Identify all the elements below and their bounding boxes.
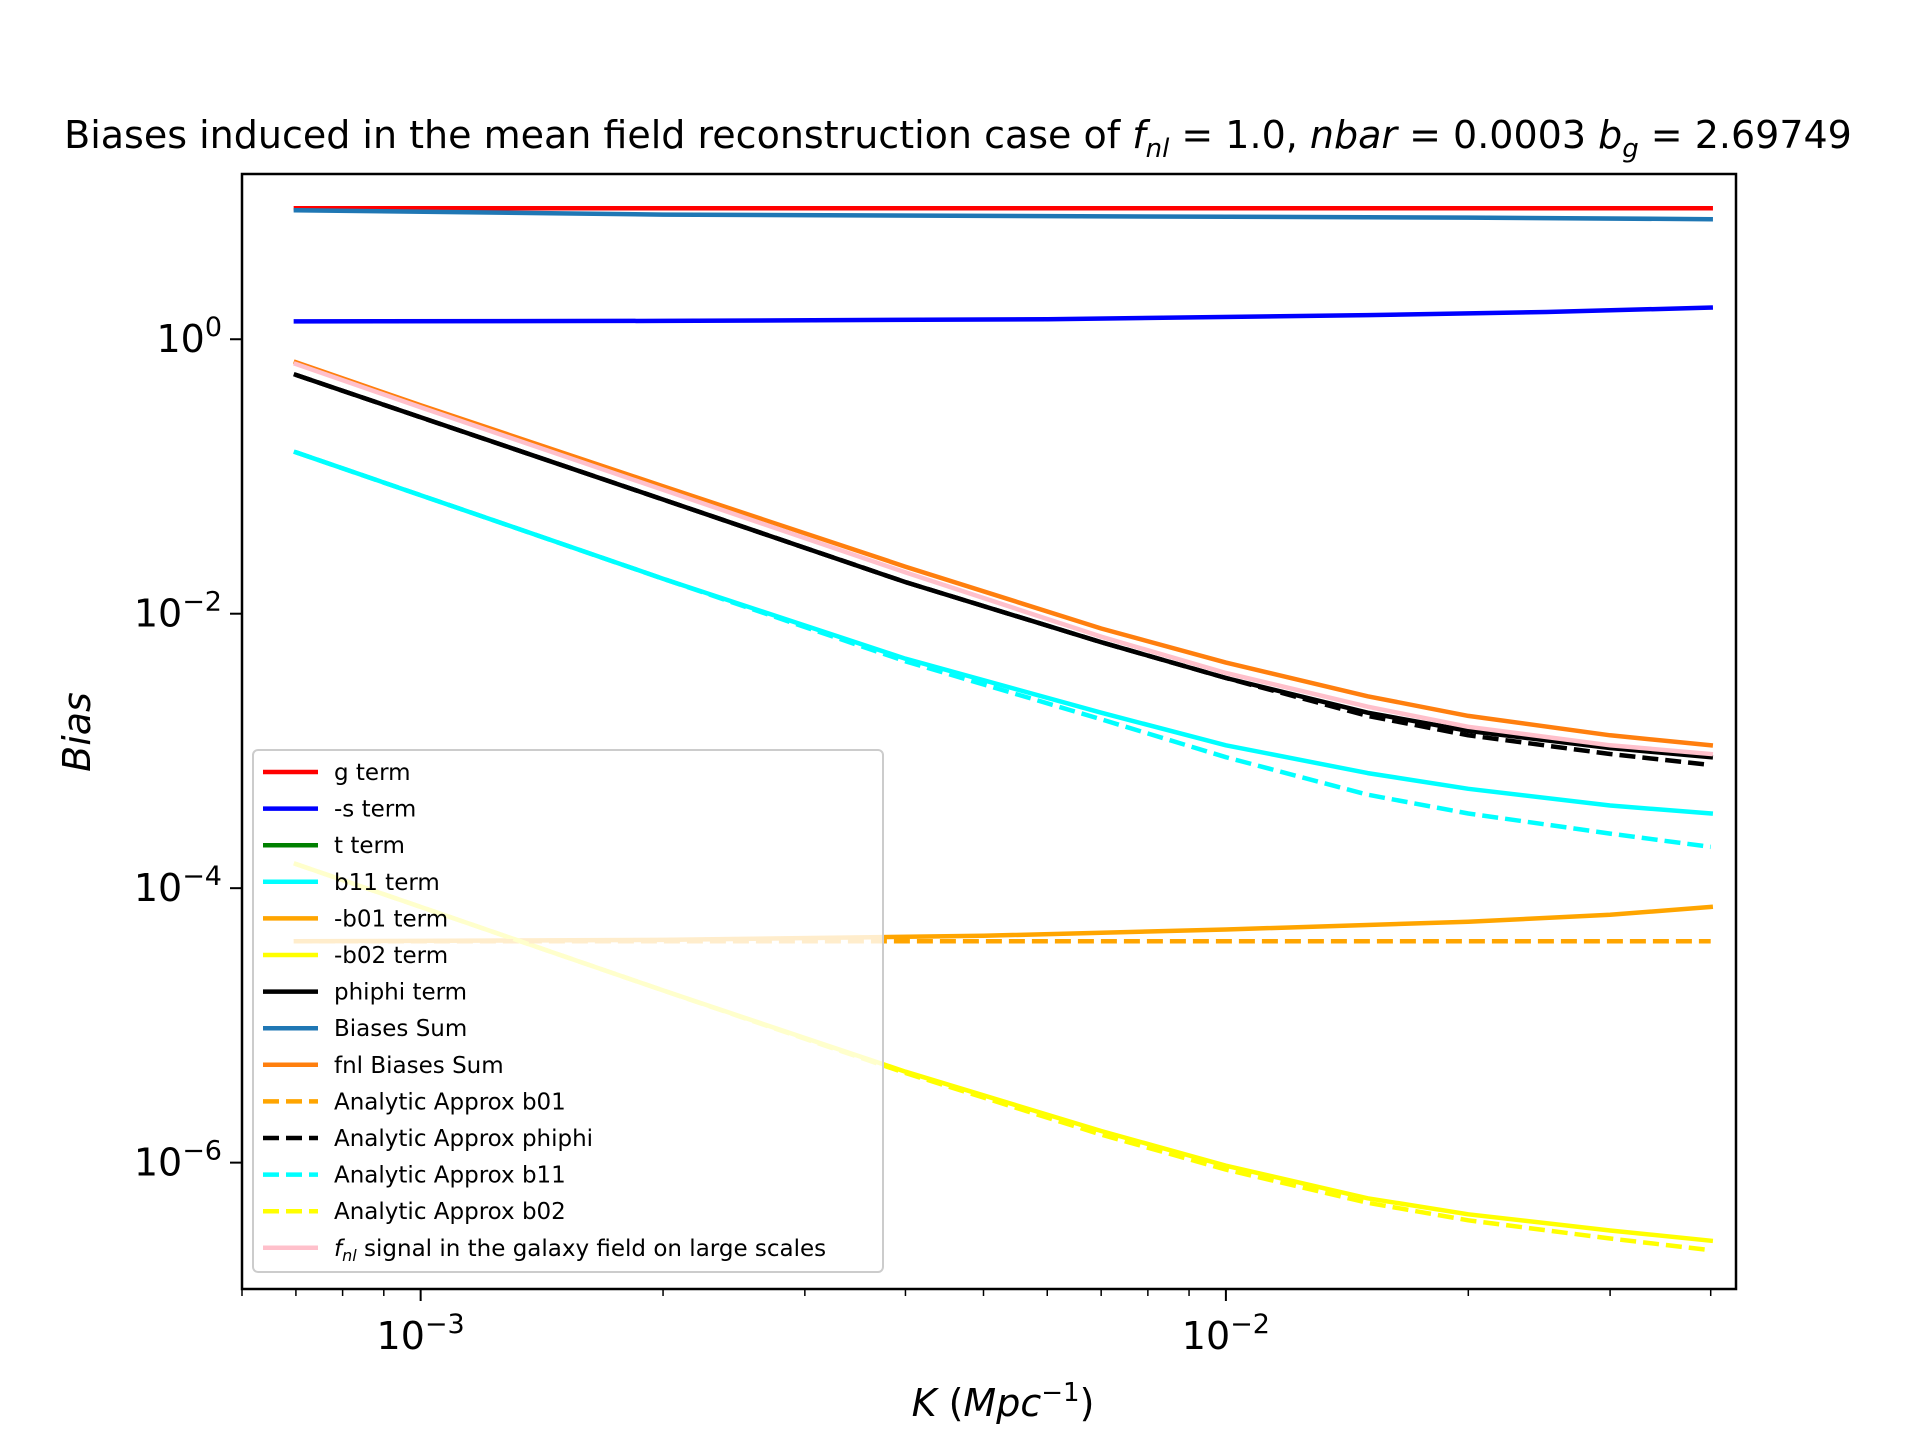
x-tick-label: 10−3 [377, 1309, 465, 1358]
legend-item-phiphi-term: phiphi term [263, 980, 467, 1006]
y-tick-label: 10−4 [134, 861, 222, 910]
legend-label: fnl Biases Sum [334, 1053, 504, 1079]
legend-frame [252, 749, 884, 1273]
legend-label: -s term [334, 797, 416, 823]
legend-item-fnl-biases-sum: fnl Biases Sum [263, 1053, 504, 1079]
y-tick-label: 10−6 [134, 1136, 222, 1185]
legend-label: Analytic Approx b02 [334, 1199, 566, 1225]
legend-item-f-nl-signal-in-the-galaxy-field-on-large-scales: fnl signal in the galaxy field on large … [263, 1236, 826, 1265]
legend-label: g term [334, 760, 411, 786]
legend-item-b02-term: -b02 term [263, 943, 448, 969]
y-axis-label: Bias [55, 692, 99, 772]
legend-label: phiphi term [334, 980, 467, 1006]
legend-label: -b01 term [334, 906, 448, 932]
legend-item-analytic-approx-phiphi: Analytic Approx phiphi [263, 1126, 593, 1152]
y-tick-label: 100 [156, 312, 222, 361]
series-line-analytic-approx-b11-dashed [295, 450, 1711, 850]
legend-label: b11 term [334, 870, 440, 896]
legend-item-analytic-approx-b02: Analytic Approx b02 [263, 1199, 566, 1225]
legend: g term -s term t term b11 term -b01 term -b02… [252, 749, 884, 1273]
legend-label: Analytic Approx b01 [334, 1089, 566, 1115]
legend-label: Biases Sum [334, 1016, 467, 1042]
series-line-biases-sum [293, 208, 1713, 222]
series-line-analytic-approx-phiphi-dashed [295, 372, 1711, 768]
legend-item-biases-sum: Biases Sum [263, 1016, 467, 1042]
legend-item-b11-term: b11 term [263, 870, 440, 896]
legend-label: t term [334, 833, 405, 859]
legend-item-b01-term: -b01 term [263, 906, 448, 932]
x-axis-label: K (Mpc−1) [912, 1378, 1095, 1425]
legend-label: fnl signal in the galaxy field on large … [334, 1236, 826, 1265]
series-line-f-nl-signal-in-the-galaxy-field-on-large-scales [293, 361, 1714, 757]
legend-item-t-term: t term [263, 833, 405, 859]
plot-frame [240, 172, 1738, 1291]
legend-label: Analytic Approx phiphi [334, 1126, 593, 1152]
y-tick-label: 10−2 [134, 587, 222, 636]
legend-label: Analytic Approx b11 [334, 1163, 566, 1189]
tick-layer: 10−3 10−2 10−6 10−4 10−2 100 [134, 312, 1712, 1358]
legend-item-analytic-approx-b01: Analytic Approx b01 [263, 1089, 566, 1115]
legend-item-s-term: -s term [263, 797, 416, 823]
legend-item-analytic-approx-b11: Analytic Approx b11 [263, 1163, 566, 1189]
x-tick-label: 10−2 [1182, 1309, 1270, 1358]
chart-title: Biases induced in the mean field reconst… [64, 113, 1852, 164]
series-line-fnl-biases-sum [293, 359, 1714, 748]
legend-label: -b02 term [334, 943, 448, 969]
legend-item-g-term: g term [263, 760, 411, 786]
series-line-s-term [293, 305, 1714, 324]
